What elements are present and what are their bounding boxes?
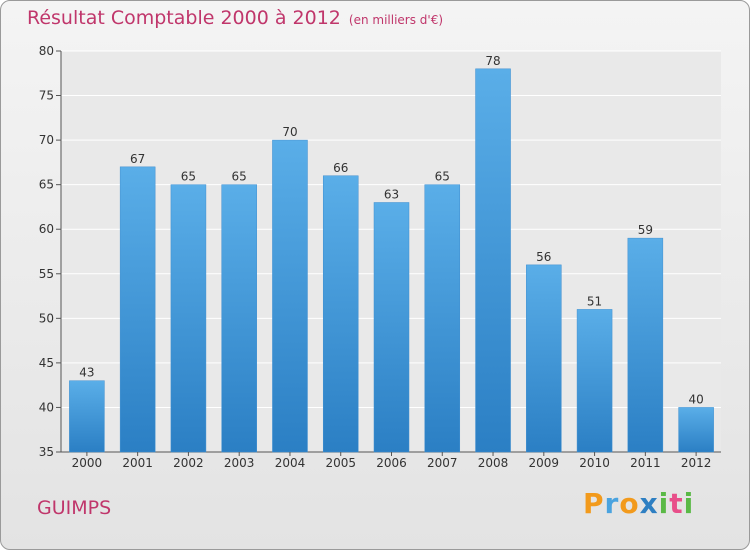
y-tick-label: 65: [39, 178, 54, 192]
bar: [627, 237, 664, 453]
x-tick-label: 2005: [325, 456, 356, 470]
x-tick-label: 2012: [681, 456, 712, 470]
place-name: GUIMPS: [37, 497, 112, 519]
bar: [221, 184, 257, 453]
bar: [170, 184, 207, 453]
x-tick-label: 2009: [529, 456, 560, 470]
data-label: 56: [536, 250, 551, 264]
y-tick-label: 70: [39, 133, 54, 147]
logo-letter: P: [583, 487, 605, 520]
data-label: 66: [333, 161, 348, 175]
bar: [322, 175, 359, 453]
logo-letter: o: [619, 487, 640, 520]
data-label: 63: [384, 187, 399, 201]
data-label: 67: [130, 152, 145, 166]
y-tick-label: 60: [39, 222, 54, 236]
data-label: 78: [485, 54, 500, 68]
x-tick-label: 2008: [478, 456, 509, 470]
bar: [119, 166, 156, 453]
data-label: 40: [688, 392, 703, 406]
y-tick-label: 35: [39, 445, 54, 459]
y-tick-label: 75: [39, 89, 54, 103]
y-tick-label: 40: [39, 400, 54, 414]
bar: [475, 68, 511, 453]
chart-title-unit: (en milliers d'€): [348, 13, 444, 27]
data-label: 70: [282, 125, 297, 139]
x-tick-label: 2006: [376, 456, 407, 470]
bar: [69, 380, 105, 453]
x-tick-label: 2011: [630, 456, 661, 470]
chart-title-text: Résultat Comptable 2000 à 2012: [27, 7, 341, 29]
data-label: 65: [181, 170, 196, 184]
bar: [526, 264, 562, 453]
data-label: 65: [435, 170, 450, 184]
logo-letter: i: [683, 487, 695, 520]
bar: [424, 184, 461, 453]
logo-letter: t: [669, 487, 684, 520]
bar: [373, 202, 410, 453]
x-tick-label: 2004: [275, 456, 306, 470]
bar: [678, 407, 714, 453]
data-label: 51: [587, 294, 602, 308]
x-tick-label: 2001: [122, 456, 153, 470]
bar: [272, 139, 308, 453]
logo-letter: i: [658, 487, 670, 520]
x-tick-label: 2002: [173, 456, 204, 470]
logo-letter: r: [604, 487, 620, 520]
y-tick-label: 55: [39, 267, 54, 281]
y-tick-label: 80: [39, 44, 54, 58]
data-label: 43: [79, 366, 94, 380]
bar: [576, 309, 613, 453]
y-tick-label: 45: [39, 356, 54, 370]
x-tick-label: 2010: [579, 456, 610, 470]
data-label: 65: [232, 170, 247, 184]
logo-letter: x: [639, 487, 659, 520]
x-tick-label: 2000: [72, 456, 103, 470]
data-label: 59: [638, 223, 653, 237]
x-tick-label: 2007: [427, 456, 458, 470]
proxiti-logo: Proxiti: [583, 487, 694, 520]
x-tick-label: 2003: [224, 456, 255, 470]
chart-title: Résultat Comptable 2000 à 2012 (en millie…: [27, 7, 443, 29]
y-tick-label: 50: [39, 311, 54, 325]
